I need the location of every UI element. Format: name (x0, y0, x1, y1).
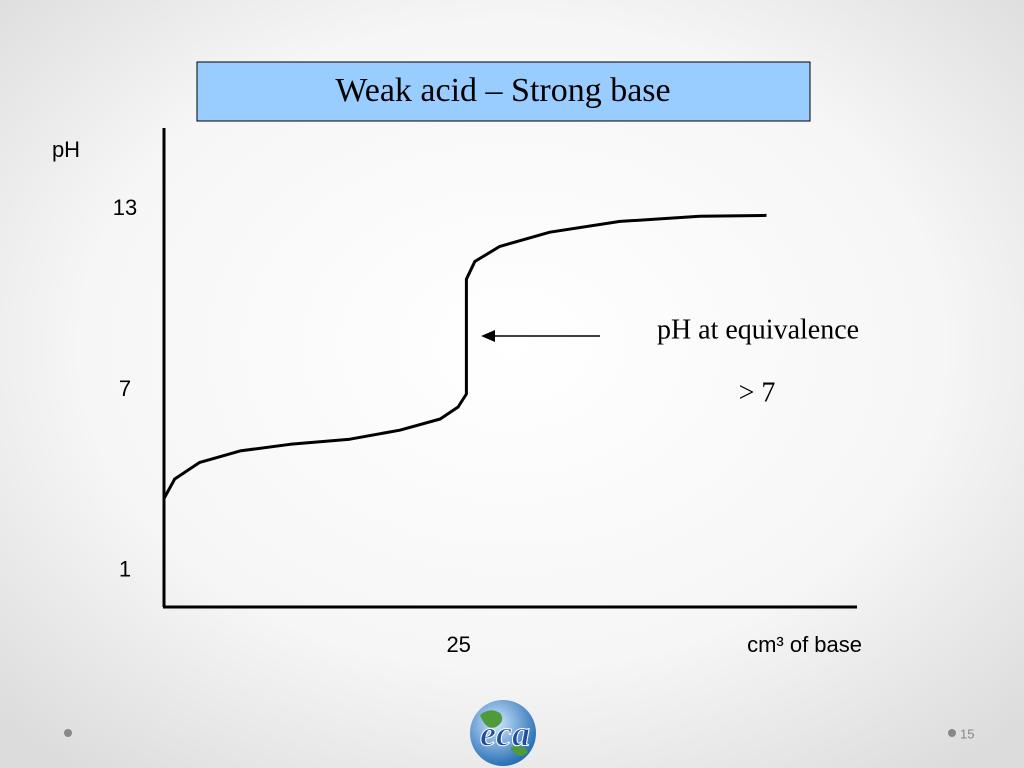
footer-dot (64, 729, 72, 737)
y-tick-label: 7 (119, 376, 131, 401)
y-tick-label: 13 (113, 195, 137, 220)
x-axis-label: cm³ of base (747, 632, 862, 657)
logo-land (480, 710, 528, 757)
annotation: > 7 (739, 377, 776, 408)
plot: 1 7 13 25 (113, 195, 767, 657)
titration-curve (162, 213, 767, 500)
page-number: 15 (960, 726, 974, 741)
annotation: pH at equivalence (657, 314, 859, 345)
x-tick-label: 25 (446, 632, 470, 657)
title-box (196, 61, 811, 122)
footer-dot (948, 729, 956, 737)
y-tick-label: 1 (119, 557, 131, 582)
arrow-head (481, 330, 495, 342)
chart-title: Weak acid – Strong base (335, 72, 670, 109)
y-axis-label: pH (52, 137, 80, 162)
logo-text: eca (480, 713, 530, 753)
